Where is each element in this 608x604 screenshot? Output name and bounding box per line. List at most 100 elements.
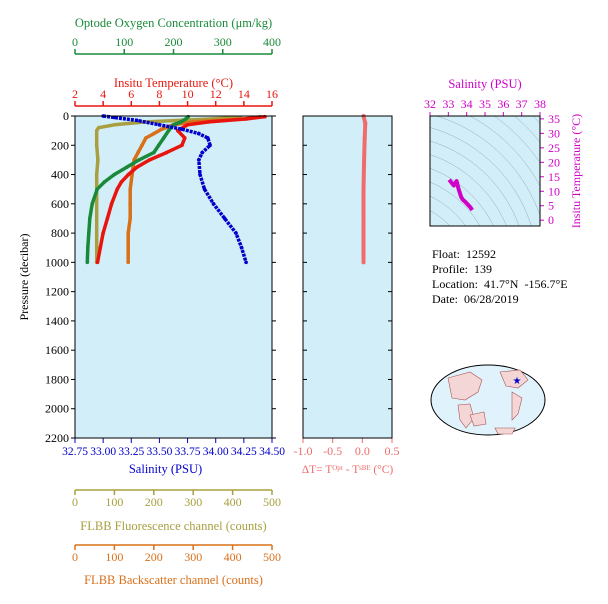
float-info: Float: 12592 Profile: 139 Location: 41.7… — [432, 247, 568, 307]
oxygen-point — [152, 150, 156, 155]
salinity-point — [135, 118, 139, 123]
oxygen-point — [179, 120, 183, 124]
ts-temperature-tick-label: 10 — [548, 184, 560, 198]
oxygen-point — [112, 172, 117, 177]
ts-temperature-tick-label: 5 — [548, 199, 554, 213]
salinity-tick-label: 34.00 — [203, 446, 229, 458]
fluorescence-point — [94, 143, 99, 148]
temperature-point — [98, 245, 103, 250]
salinity-point — [197, 158, 201, 162]
temperature-point — [115, 187, 120, 191]
temperature-point — [244, 117, 249, 121]
temperature-point — [164, 150, 169, 155]
delta-t-point — [361, 245, 366, 250]
oxygen-point — [85, 260, 90, 265]
pressure-tick-label: 800 — [51, 226, 69, 240]
map-ocean — [430, 364, 546, 436]
delta-t-line — [361, 115, 368, 263]
salinity-point — [206, 136, 210, 140]
delta-t-tick-label: 0.0 — [355, 444, 370, 458]
salinity-point — [208, 143, 212, 148]
salinity-point — [244, 260, 248, 265]
salinity-point — [157, 122, 162, 127]
temperature-point — [109, 202, 114, 206]
temperature-point — [105, 216, 110, 221]
fluorescence-point — [112, 122, 117, 127]
oxygen-point — [95, 187, 99, 191]
delta-t-panel-frame — [302, 115, 393, 439]
pressure-tick-label: 1800 — [45, 372, 69, 386]
temperature-point — [119, 180, 124, 184]
backscatter-point — [126, 260, 130, 265]
pressure-tick-label: 0 — [63, 109, 69, 123]
salinity-point — [200, 150, 205, 155]
temperature-tick-label: 12 — [210, 87, 222, 101]
ts-salinity-tick-label: 34 — [461, 97, 473, 111]
temperature-point — [263, 114, 267, 119]
temperature-tick-label: 16 — [266, 87, 278, 101]
salinity-point — [197, 131, 201, 136]
fluorescence-point — [94, 231, 99, 235]
pressure-tick-label: 600 — [51, 197, 69, 211]
backscatter-point — [126, 231, 130, 235]
oxygen-tick-label: 0 — [72, 35, 78, 49]
ts-salinity-tick-label: 32 — [424, 97, 436, 111]
main-panel-frame — [74, 115, 273, 439]
fluorescence-tick-label: 400 — [224, 495, 242, 509]
backscatter-tick-label: 200 — [145, 550, 163, 564]
profile-number: Profile: 139 — [432, 262, 492, 276]
fluorescence-point — [94, 202, 99, 206]
delta-t-axis-label: ΔT= Tᴼᵖᵗ - Tˢᴮᴱ (°C) — [302, 464, 394, 476]
temperature-point — [182, 136, 187, 140]
oxygen-point — [156, 143, 161, 148]
oxygen-point — [87, 216, 92, 221]
pressure-tick-label: 2200 — [45, 431, 69, 445]
ts-salinity-tick-label: 33 — [442, 97, 454, 111]
world-map: ★ — [430, 364, 546, 436]
fluorescence-tick-label: 100 — [105, 495, 123, 509]
oxygen-tick-label: 200 — [165, 35, 183, 49]
backscatter-point — [126, 245, 130, 250]
ts-temperature-axis-label: Insitu Temperature (°C) — [569, 114, 583, 228]
backscatter-point — [140, 143, 144, 148]
ts-salinity-tick-label: 37 — [516, 97, 528, 111]
backscatter-point — [159, 127, 164, 131]
temperature-tick-label: 8 — [156, 87, 162, 101]
salinity-point — [234, 231, 238, 235]
oxygen-point — [161, 136, 166, 140]
salinity-tick-label: 33.75 — [175, 446, 201, 458]
fluorescence-tick-label: 0 — [72, 495, 78, 509]
ts-temperature-tick-label: 35 — [548, 112, 560, 126]
salinity-point — [112, 115, 117, 120]
ts-salinity-tick-label: 38 — [534, 97, 546, 111]
ts-temperature-tick-label: 30 — [548, 126, 560, 140]
salinity-tick-label: 33.50 — [146, 446, 172, 458]
ts-temperature-tick-label: 0 — [548, 213, 554, 227]
fluorescence-axis-label: FLBB Fluorescence channel (counts) — [80, 519, 266, 533]
delta-t-point — [363, 121, 368, 126]
fluorescence-point — [96, 158, 100, 162]
main-panel-bg — [75, 116, 272, 438]
delta-t-panel-bg — [303, 116, 392, 438]
backscatter-point — [128, 187, 132, 191]
pressure-tick-label: 200 — [51, 138, 69, 152]
fluorescence-tick-label: 300 — [184, 495, 202, 509]
delta-t-tick-label: -1.0 — [294, 444, 313, 458]
fluorescence-tick-label: 200 — [145, 495, 163, 509]
fluorescence-point — [96, 125, 101, 130]
oxygen-tick-label: 100 — [115, 35, 133, 49]
ts-temperature-tick-label: 20 — [548, 155, 560, 169]
temperature-point — [147, 158, 152, 162]
backscatter-tick-label: 300 — [184, 550, 202, 564]
oxygen-point — [86, 245, 90, 250]
location: Location: 41.7°N -156.7°E — [432, 277, 568, 291]
delta-t-point — [362, 157, 367, 162]
date: Date: 06/28/2019 — [432, 292, 519, 306]
backscatter-point — [144, 136, 148, 140]
fluorescence-point — [94, 172, 99, 177]
oxygen-axis-label: Optode Oxygen Concentration (μm/kg) — [75, 16, 272, 30]
fluorescence-profile-line — [94, 115, 241, 263]
pressure-tick-label: 1400 — [45, 314, 69, 328]
fluorescence-point — [94, 128, 99, 133]
temperature-point — [180, 143, 184, 148]
